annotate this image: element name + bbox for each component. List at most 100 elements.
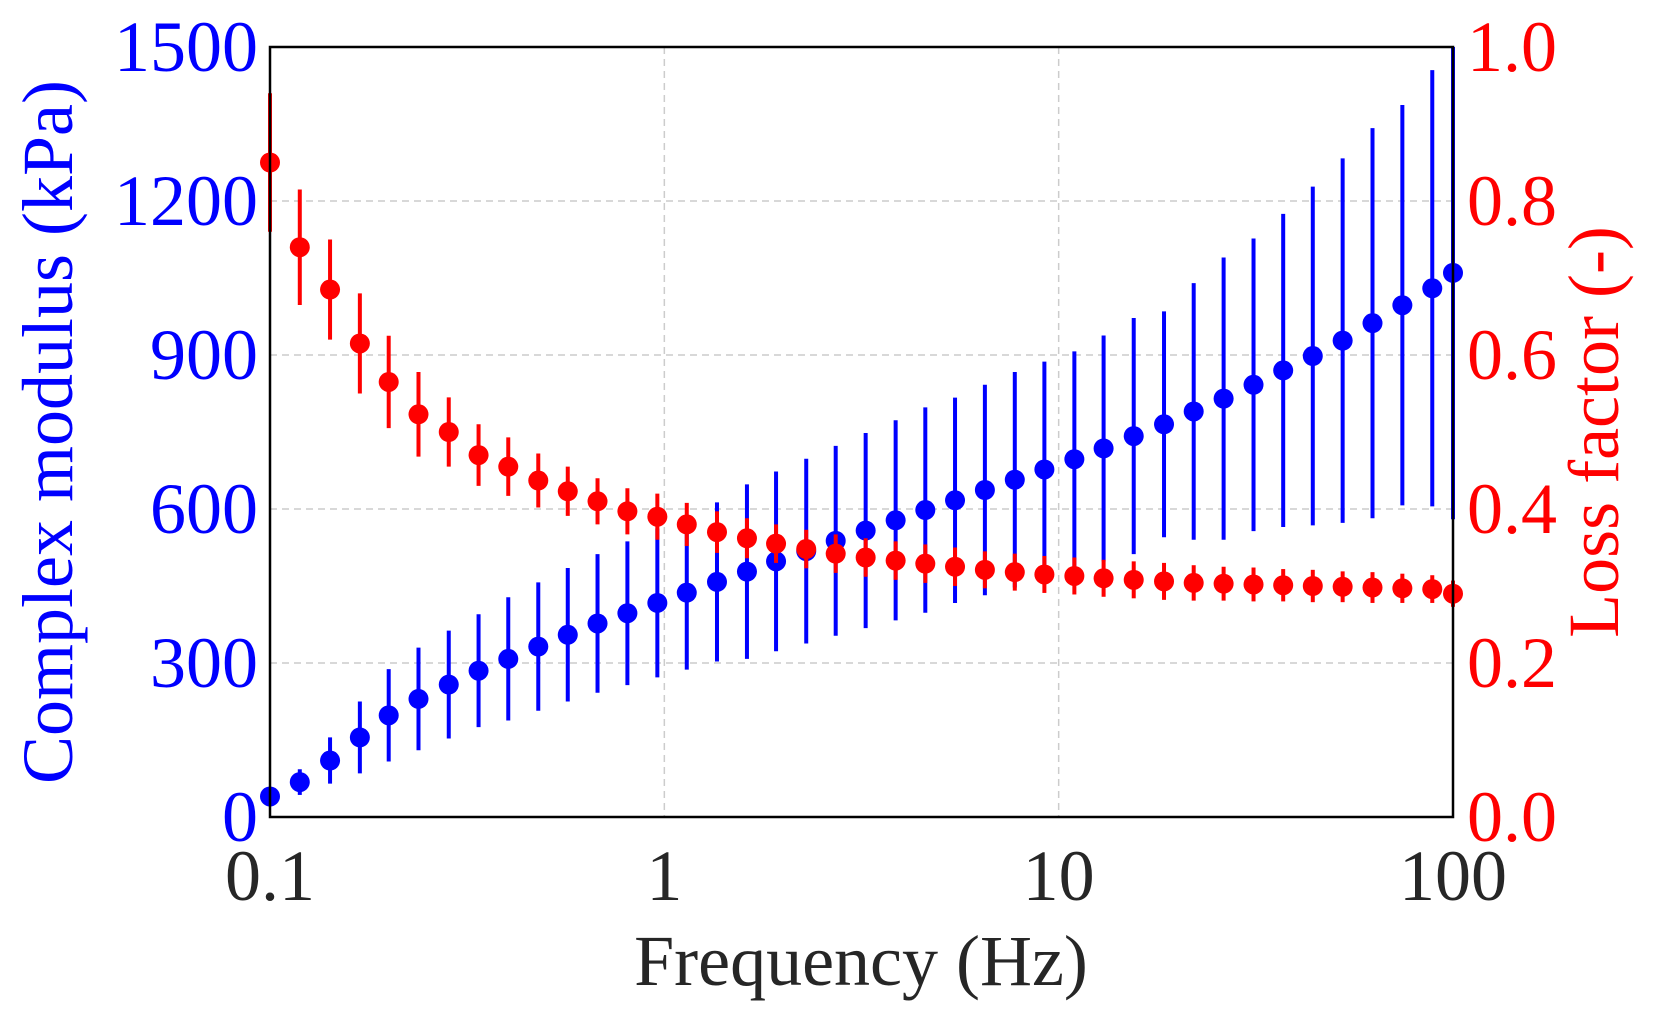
- data-point: [1213, 573, 1234, 594]
- data-point: [557, 624, 578, 645]
- data-point: [1004, 469, 1025, 490]
- data-point: [1392, 295, 1413, 316]
- data-point: [1392, 578, 1413, 599]
- data-point: [349, 333, 370, 354]
- data-point: [974, 559, 995, 580]
- y-right-tick-label: 0.4: [1467, 469, 1557, 549]
- data-point: [528, 636, 549, 657]
- data-point: [825, 543, 846, 564]
- data-point: [706, 571, 727, 592]
- data-point: [349, 727, 370, 748]
- data-point: [408, 404, 429, 425]
- data-point: [945, 556, 966, 577]
- data-point: [1422, 579, 1443, 600]
- x-axis-title: Frequency (Hz): [634, 921, 1088, 1001]
- plot-frame: [268, 45, 1455, 819]
- data-point: [885, 550, 906, 571]
- data-point: [1093, 438, 1114, 459]
- data-point: [736, 528, 757, 549]
- data-point: [617, 501, 638, 522]
- data-point: [766, 533, 787, 554]
- data-point: [647, 592, 668, 613]
- data-point: [438, 674, 459, 695]
- data-point: [676, 514, 697, 535]
- data-point: [378, 705, 399, 726]
- data-point: [1302, 346, 1323, 367]
- data-point: [378, 371, 399, 392]
- data-point: [706, 522, 727, 543]
- data-point: [498, 456, 519, 477]
- left-axis-title: Complex modulus (kPa): [8, 80, 88, 784]
- data-point: [855, 520, 876, 541]
- data-point: [855, 547, 876, 568]
- data-point: [915, 553, 936, 574]
- data-point: [1123, 426, 1144, 447]
- data-point: [289, 772, 310, 793]
- tick-labels: 0.1 1 10 100 0 300 600 900 1200 1500 0.0 0.2 0.4 0.6 0…: [114, 7, 1557, 916]
- data-point: [408, 688, 429, 709]
- data-point: [1213, 388, 1234, 409]
- data-point: [498, 648, 519, 669]
- data-point: [289, 237, 310, 258]
- y-left-tick-label: 0: [222, 777, 258, 857]
- data-point: [468, 445, 489, 466]
- data-point: [1273, 575, 1294, 596]
- right-axis-title: Loss factor (-): [1554, 226, 1634, 638]
- data-point: [1243, 574, 1264, 595]
- y-left-tick-label: 300: [150, 623, 258, 703]
- data-point: [528, 470, 549, 491]
- y-right-tick-label: 0.0: [1467, 777, 1557, 857]
- data-point: [915, 500, 936, 521]
- data-point: [1064, 565, 1085, 586]
- data-series: [260, 47, 1463, 807]
- data-point: [587, 491, 608, 512]
- x-tick-label: 10: [1023, 836, 1095, 916]
- data-point: [438, 422, 459, 442]
- data-point: [1034, 459, 1055, 480]
- data-point: [1332, 330, 1353, 351]
- y-left-tick-label: 1200: [114, 161, 258, 241]
- data-point: [945, 490, 966, 511]
- data-point: [1273, 360, 1294, 381]
- series-loss-factor: [260, 93, 1463, 607]
- data-point: [1123, 569, 1144, 590]
- data-point: [1183, 572, 1204, 593]
- data-point: [647, 506, 668, 527]
- data-point: [1332, 576, 1353, 597]
- data-point: [1004, 562, 1025, 583]
- y-right-tick-label: 0.2: [1467, 623, 1557, 703]
- data-point: [974, 480, 995, 501]
- data-point: [1154, 414, 1175, 435]
- y-left-tick-label: 1500: [114, 7, 258, 87]
- data-point: [1064, 449, 1085, 470]
- grid-lines: [270, 47, 1453, 817]
- x-tick-label: 100: [1399, 836, 1507, 916]
- y-right-tick-label: 1.0: [1467, 7, 1557, 87]
- data-point: [1154, 571, 1175, 592]
- data-point: [1362, 313, 1383, 334]
- data-point: [1362, 577, 1383, 598]
- data-point: [617, 603, 638, 624]
- data-point: [676, 582, 697, 603]
- y-left-tick-label: 600: [150, 469, 258, 549]
- data-point: [1093, 568, 1114, 589]
- x-tick-label: 1: [646, 836, 682, 916]
- data-point: [468, 660, 489, 681]
- y-right-tick-label: 0.8: [1467, 161, 1557, 241]
- data-point: [1243, 374, 1264, 395]
- data-point: [1302, 576, 1323, 596]
- data-point: [320, 279, 341, 300]
- y-left-tick-label: 900: [150, 315, 258, 395]
- data-point: [885, 510, 906, 531]
- data-point: [587, 613, 608, 634]
- data-point: [1183, 401, 1204, 422]
- data-point: [796, 539, 817, 560]
- y-right-tick-label: 0.6: [1467, 315, 1557, 395]
- data-point: [1422, 278, 1443, 299]
- x-tick-label: 0.1: [225, 836, 315, 916]
- data-point: [320, 750, 341, 771]
- data-point: [1034, 564, 1055, 585]
- data-point: [736, 561, 757, 582]
- data-point: [557, 481, 578, 502]
